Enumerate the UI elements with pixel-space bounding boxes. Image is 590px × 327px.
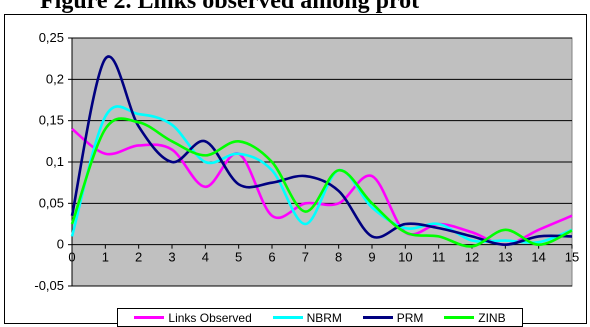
x-tick-label: 7: [302, 250, 309, 265]
legend-label: NBRM: [306, 310, 342, 325]
x-tick-label: 15: [565, 250, 579, 265]
x-tick-label: 2: [135, 250, 142, 265]
legend-swatch: [362, 316, 393, 319]
x-tick-label: 14: [531, 250, 545, 265]
legend-item-prm: PRM: [362, 310, 424, 325]
x-tick-label: 5: [235, 250, 242, 265]
legend-swatch: [272, 316, 303, 319]
chart-legend: Links Observed NBRM PRM ZINB: [117, 308, 523, 327]
y-tick-label: 0,1: [46, 154, 64, 169]
x-tick-label: 6: [268, 250, 275, 265]
x-tick-label: 3: [168, 250, 175, 265]
legend-item-links-observed: Links Observed: [134, 310, 252, 325]
x-tick-label: 11: [432, 250, 446, 265]
y-tick-label: 0,05: [39, 195, 64, 210]
legend-item-zinb: ZINB: [444, 310, 506, 325]
legend-item-nbrm: NBRM: [272, 310, 342, 325]
y-tick-label: 0,25: [39, 30, 64, 45]
x-tick-label: 10: [398, 250, 412, 265]
legend-swatch: [134, 316, 165, 319]
legend-label: Links Observed: [168, 310, 252, 325]
legend-swatch: [444, 316, 475, 319]
x-tick-label: 1: [102, 250, 109, 265]
x-tick-label: 8: [335, 250, 342, 265]
y-tick-label: 0: [57, 237, 64, 252]
x-tick-label: 9: [368, 250, 375, 265]
chart-title: Figure 2. Links observed among prot: [40, 0, 420, 14]
y-tick-label: 0,2: [46, 71, 64, 86]
legend-label: PRM: [396, 310, 424, 325]
x-tick-label: 4: [202, 250, 209, 265]
x-tick-label: 12: [465, 250, 479, 265]
series-line-zinb: [70, 117, 573, 248]
legend-label: ZINB: [478, 310, 506, 325]
x-tick-label: 13: [498, 250, 512, 265]
x-tick-label: 0: [68, 250, 75, 265]
y-tick-label: 0,15: [39, 113, 64, 128]
y-tick-label: -0,05: [34, 278, 64, 293]
